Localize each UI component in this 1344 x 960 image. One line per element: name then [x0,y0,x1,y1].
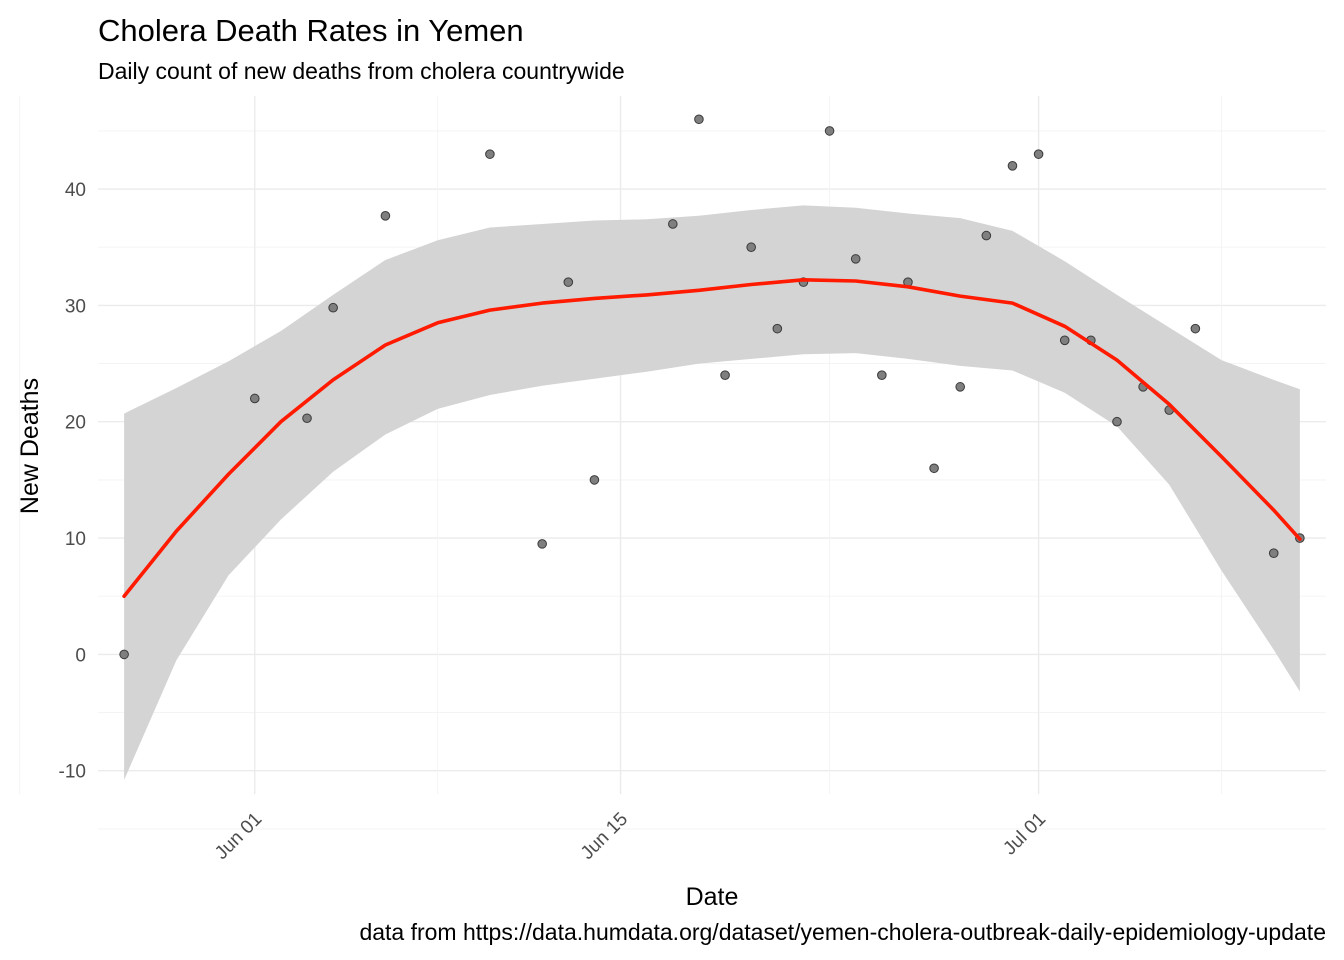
confidence-band [124,205,1300,780]
data-point [589,475,600,485]
y-axis-title: New Deaths [16,378,44,514]
data-point [772,323,783,334]
x-tick-label: Jun 01 [211,809,266,864]
chart-title: Cholera Death Rates in Yemen [98,13,524,48]
data-point [720,370,730,381]
data-point [485,149,495,159]
data-point [877,370,887,381]
y-axis: -10 0 10 20 30 40 [59,180,86,783]
y-tick-label: -10 [59,762,86,783]
y-tick-label: 20 [65,413,86,434]
data-point [328,302,338,313]
data-point [955,382,966,392]
data-point [746,242,756,253]
data-point [824,126,835,136]
data-point [1268,548,1279,558]
x-axis: Jun 01 Jun 15 Jul 01 [211,809,1050,864]
confidence-band-layer [124,205,1300,780]
x-tick-label: Jun 15 [577,809,632,864]
data-point [1190,323,1201,334]
data-point [850,254,861,264]
y-tick-label: 30 [65,296,86,317]
y-tick-label: 0 [75,645,86,666]
data-point [929,463,939,474]
data-point [563,277,574,287]
data-point [1033,149,1044,159]
y-tick-label: 10 [65,529,86,550]
data-point [981,230,992,241]
data-point [249,393,260,404]
smooth-line [122,278,1302,598]
data-point [119,649,129,660]
smooth-line-layer [122,278,1302,598]
x-tick-label: Jul 01 [999,809,1050,860]
data-point [1059,335,1070,346]
data-point [1007,161,1018,171]
x-axis-title: Date [686,883,739,911]
data-point [694,114,704,125]
chart-caption: data from https://data.humdata.org/datas… [359,919,1326,945]
data-point [537,539,547,549]
data-point [668,219,678,229]
data-point [1112,416,1122,427]
data-point [302,413,312,424]
y-tick-label: 40 [65,180,86,201]
chart-subtitle: Daily count of new deaths from cholera c… [98,58,625,84]
data-point [380,211,391,221]
